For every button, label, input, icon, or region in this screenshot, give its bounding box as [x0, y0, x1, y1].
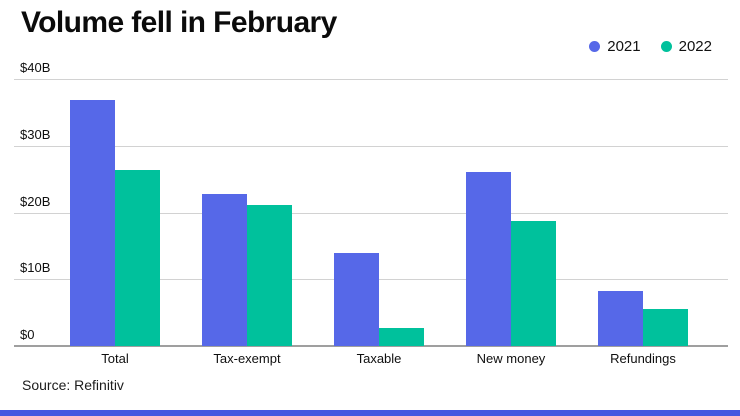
legend-item-2021: 2021 — [589, 38, 641, 55]
legend-label: 2022 — [678, 38, 712, 55]
legend: 2021 2022 — [589, 38, 712, 55]
bar-2022-total — [115, 169, 160, 346]
x-tick-label: Refundings — [610, 351, 676, 366]
legend-dot-icon — [589, 41, 601, 52]
bar-2021-new-money — [466, 171, 511, 346]
x-tick-label: Tax-exempt — [213, 351, 281, 366]
x-axis-line — [14, 345, 728, 347]
legend-item-2022: 2022 — [660, 38, 712, 55]
gridline — [14, 79, 728, 80]
gridline — [14, 212, 728, 214]
y-tick-label: $40B — [20, 60, 51, 75]
legend-label: 2021 — [607, 38, 641, 55]
gridline — [14, 145, 728, 147]
x-tick-label: Total — [101, 351, 129, 366]
bar-2021-taxable — [334, 253, 379, 346]
bar-2021-total — [70, 99, 115, 346]
x-tick-label: Taxable — [356, 351, 402, 366]
bottom-accent-bar — [0, 410, 740, 416]
bar-2022-taxable — [379, 327, 424, 346]
chart-title: Volume fell in February — [21, 6, 337, 39]
bar-2021-tax-exempt — [202, 193, 247, 346]
bar-2022-refundings — [643, 309, 688, 346]
bar-2021-refundings — [598, 290, 643, 346]
legend-dot-icon — [660, 41, 672, 52]
bar-2022-tax-exempt — [247, 205, 292, 346]
y-tick-label: $10B — [20, 260, 51, 276]
source-note: Source: Refinitiv — [22, 377, 124, 393]
y-tick-label: $30B — [20, 126, 51, 142]
plot-area: $0 $10B $20B $30B $40B Total Tax-exempt Taxable… — [14, 60, 728, 366]
x-tick-label: New money — [476, 351, 546, 366]
y-tick-label: $0 — [20, 327, 35, 342]
y-tick-label: $20B — [20, 193, 51, 209]
bar-2022-new-money — [511, 221, 556, 346]
